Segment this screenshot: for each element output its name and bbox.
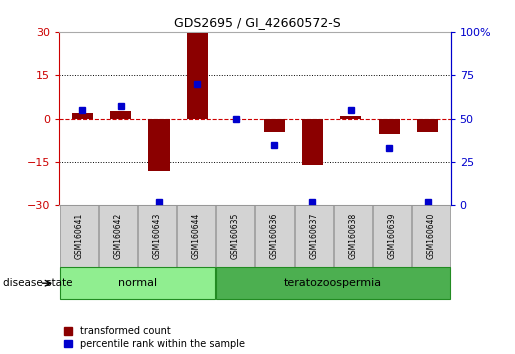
Bar: [417, 119, 438, 132]
Bar: [72, 113, 93, 119]
Bar: [187, 33, 208, 119]
Legend: transformed count, percentile rank within the sample: transformed count, percentile rank withi…: [64, 326, 245, 349]
Text: GSM160643: GSM160643: [152, 213, 162, 259]
Bar: [264, 119, 285, 132]
Bar: [302, 119, 323, 165]
Text: GSM160642: GSM160642: [113, 213, 123, 259]
Text: GSM160637: GSM160637: [309, 213, 318, 259]
Bar: [379, 119, 400, 135]
Text: teratozoospermia: teratozoospermia: [284, 278, 382, 288]
Text: GSM160638: GSM160638: [348, 213, 357, 259]
Text: GSM160641: GSM160641: [74, 213, 83, 259]
Text: GSM160639: GSM160639: [387, 213, 397, 259]
Text: disease state: disease state: [3, 278, 72, 288]
Text: GSM160644: GSM160644: [192, 213, 201, 259]
Bar: [110, 112, 131, 119]
Text: GSM160635: GSM160635: [231, 213, 240, 259]
Text: normal: normal: [118, 278, 157, 288]
Text: GSM160636: GSM160636: [270, 213, 279, 259]
Text: GSM160640: GSM160640: [426, 213, 436, 259]
Text: GDS2695 / GI_42660572-S: GDS2695 / GI_42660572-S: [174, 16, 341, 29]
Bar: [340, 116, 362, 119]
Bar: [148, 119, 169, 171]
